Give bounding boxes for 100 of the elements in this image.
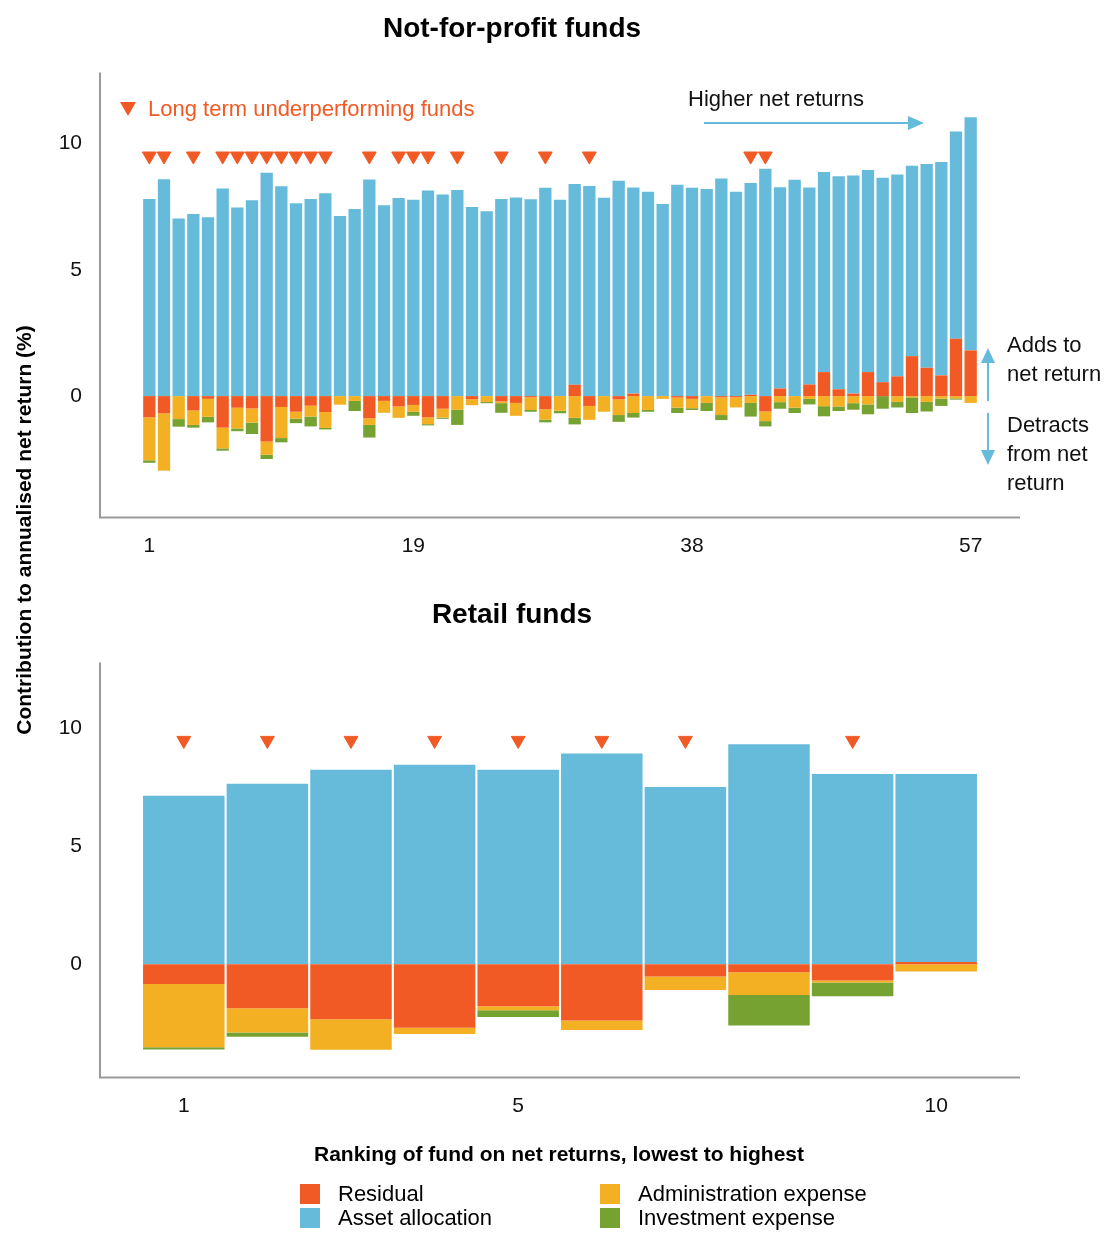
bar [612, 396, 625, 400]
bar [891, 376, 904, 397]
bar [817, 171, 831, 373]
bar [832, 176, 845, 390]
bar [539, 187, 552, 397]
bar [744, 183, 757, 395]
bar [393, 1027, 476, 1035]
bar [583, 396, 596, 406]
bar [407, 199, 420, 397]
bar [310, 1019, 392, 1050]
bar [524, 397, 537, 410]
bar [715, 415, 728, 421]
bar [891, 174, 904, 377]
bar [811, 982, 894, 997]
bar [363, 424, 376, 438]
bar [477, 1006, 559, 1011]
bar [920, 367, 933, 397]
bar [788, 396, 801, 408]
bar [568, 184, 581, 385]
bar [920, 401, 933, 412]
bar [656, 396, 669, 399]
bar [788, 179, 801, 397]
bar [275, 396, 288, 407]
bar [143, 396, 156, 418]
bar [289, 203, 303, 397]
x-tick-label: 10 [924, 1092, 948, 1116]
bar [216, 188, 229, 397]
bar [201, 398, 215, 417]
x-tick-label: 38 [680, 532, 704, 556]
y-tick-label: 10 [58, 715, 82, 739]
bar [627, 396, 640, 414]
bar [935, 162, 948, 376]
bar [157, 179, 171, 397]
y-tick-label: 5 [70, 833, 82, 857]
bar [561, 1020, 643, 1031]
bar [143, 1047, 225, 1050]
bar [803, 396, 816, 399]
bar [553, 396, 567, 411]
bar [876, 382, 889, 397]
bar [583, 405, 596, 420]
bar [421, 396, 435, 418]
bar [480, 396, 493, 402]
bar [407, 411, 420, 416]
bar [495, 396, 508, 402]
x-tick-label: 57 [958, 532, 983, 556]
bar [627, 413, 640, 418]
bar [728, 964, 810, 973]
bar [436, 194, 449, 397]
bar [143, 417, 156, 461]
y-tick-label: 10 [58, 130, 82, 154]
bar [289, 396, 303, 412]
bar [216, 427, 229, 449]
bar [310, 964, 392, 1020]
bar [715, 397, 728, 416]
bar [407, 396, 420, 405]
bar [319, 412, 332, 428]
annotation: Higher net returns [688, 85, 865, 113]
bar [480, 211, 493, 397]
bar [509, 402, 523, 416]
bar [847, 175, 860, 394]
bar [157, 396, 171, 414]
bar [832, 406, 845, 411]
bar [348, 209, 361, 397]
bar [612, 399, 625, 416]
bar [597, 197, 611, 397]
bar [172, 396, 185, 420]
bar [920, 164, 933, 368]
bar [201, 396, 215, 399]
bar [861, 372, 875, 397]
bar [744, 396, 757, 403]
bar [935, 398, 948, 406]
bar [729, 397, 743, 408]
bar [964, 350, 977, 397]
bar [348, 400, 361, 411]
bar [421, 417, 435, 425]
bar [451, 190, 464, 397]
bar [773, 187, 787, 389]
bar [561, 753, 643, 965]
bar [377, 396, 391, 401]
chart-title: Retail funds [431, 598, 593, 629]
bar [539, 409, 552, 420]
bar [685, 187, 699, 397]
bar [759, 421, 772, 427]
bar [583, 186, 596, 397]
bar [157, 413, 171, 471]
bar [671, 184, 684, 397]
bar [759, 168, 772, 397]
bar [377, 205, 391, 397]
bar [304, 405, 317, 417]
bar [216, 396, 229, 428]
bar [319, 193, 332, 397]
bar [949, 338, 963, 397]
bar [216, 448, 229, 451]
bar [700, 189, 713, 397]
bar [477, 1010, 559, 1018]
bar [561, 964, 643, 1021]
bar [612, 415, 625, 422]
bar [744, 402, 757, 417]
legend-label: Administration expense [638, 1181, 867, 1207]
bar [905, 165, 919, 357]
